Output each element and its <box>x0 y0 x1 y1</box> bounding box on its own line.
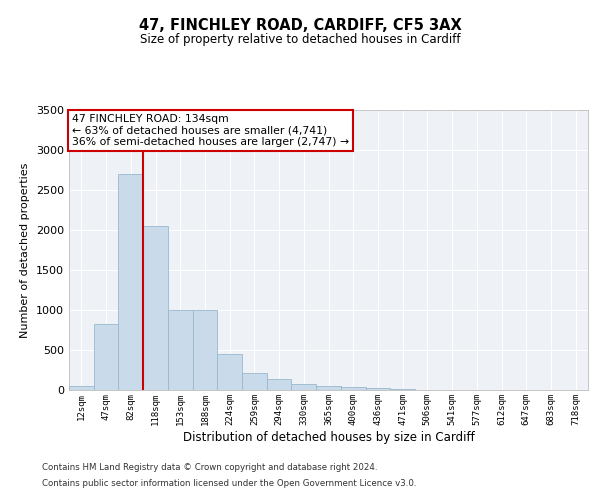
X-axis label: Distribution of detached houses by size in Cardiff: Distribution of detached houses by size … <box>182 430 475 444</box>
Text: Contains HM Land Registry data © Crown copyright and database right 2024.: Contains HM Land Registry data © Crown c… <box>42 464 377 472</box>
Text: 47, FINCHLEY ROAD, CARDIFF, CF5 3AX: 47, FINCHLEY ROAD, CARDIFF, CF5 3AX <box>139 18 461 32</box>
Bar <box>118 174 143 390</box>
Text: 47 FINCHLEY ROAD: 134sqm
← 63% of detached houses are smaller (4,741)
36% of sem: 47 FINCHLEY ROAD: 134sqm ← 63% of detach… <box>71 114 349 148</box>
Bar <box>168 310 193 390</box>
Text: Contains public sector information licensed under the Open Government Licence v3: Contains public sector information licen… <box>42 478 416 488</box>
Bar <box>292 384 316 390</box>
Bar <box>217 354 242 390</box>
Text: Size of property relative to detached houses in Cardiff: Size of property relative to detached ho… <box>140 32 460 46</box>
Bar <box>341 387 365 390</box>
Y-axis label: Number of detached properties: Number of detached properties <box>20 162 31 338</box>
Bar <box>143 226 168 390</box>
Bar <box>316 386 341 390</box>
Bar <box>267 379 292 390</box>
Bar <box>69 386 94 390</box>
Bar <box>242 373 267 390</box>
Bar <box>365 388 390 390</box>
Bar <box>94 324 118 390</box>
Bar <box>193 310 217 390</box>
Bar <box>390 389 415 390</box>
